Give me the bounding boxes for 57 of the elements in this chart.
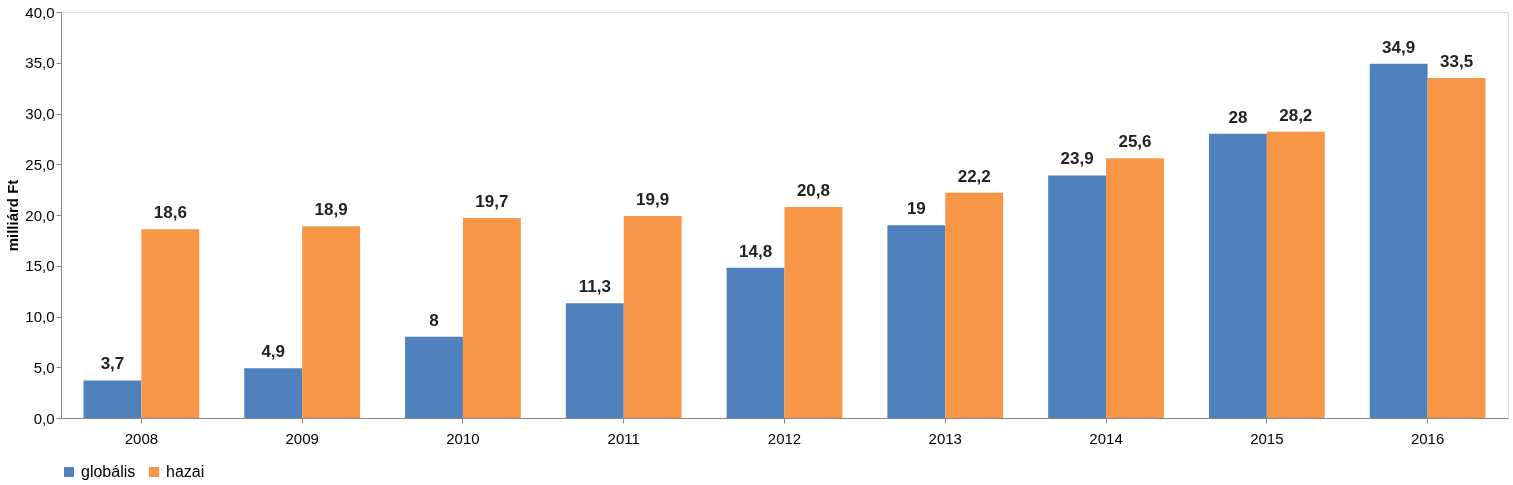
y-tick-label: 30,0 xyxy=(25,105,55,122)
y-tick-label: 40,0 xyxy=(25,3,55,21)
bar xyxy=(244,368,303,418)
data-label: 11,3 xyxy=(578,277,611,297)
bar xyxy=(623,216,682,418)
bar xyxy=(1266,131,1325,418)
bar xyxy=(1106,158,1164,418)
data-label: 34,9 xyxy=(1382,37,1416,57)
bar xyxy=(945,192,1004,418)
data-label: 19 xyxy=(906,199,926,219)
x-tick-label: 2011 xyxy=(607,429,640,447)
x-tick-label: 2015 xyxy=(1250,429,1284,447)
bar xyxy=(784,206,843,418)
data-label: 18,9 xyxy=(314,200,348,220)
data-label: 20,8 xyxy=(796,180,830,200)
bar xyxy=(726,267,785,418)
x-tick-label: 2008 xyxy=(124,429,159,447)
y-tick-label: 10,0 xyxy=(25,308,55,325)
y-tick-label: 20,0 xyxy=(25,206,55,224)
data-label: 28,2 xyxy=(1279,105,1313,125)
y-tick-label: 5,0 xyxy=(33,358,55,376)
bar xyxy=(302,226,361,418)
x-tick-label: 2010 xyxy=(446,429,480,447)
data-label: 18,6 xyxy=(153,203,187,223)
data-label: 28 xyxy=(1228,107,1248,127)
bar xyxy=(1427,77,1486,418)
bar xyxy=(887,225,946,418)
data-label: 14,8 xyxy=(739,241,773,261)
bar xyxy=(83,380,142,418)
data-label: 4,9 xyxy=(261,342,286,362)
y-tick-label: 15,0 xyxy=(25,257,55,275)
y-tick-label: 0,0 xyxy=(33,409,55,427)
data-label: 22,2 xyxy=(957,166,991,186)
y-axis-title: milliárd Ft xyxy=(4,179,22,252)
x-tick-label: 2009 xyxy=(285,429,319,447)
data-label: 33,5 xyxy=(1440,51,1474,71)
bar xyxy=(1208,133,1267,418)
bar xyxy=(405,336,463,418)
bar xyxy=(462,218,521,418)
data-label: 19,9 xyxy=(636,190,670,210)
legend-label: globális xyxy=(81,463,136,480)
x-tick-label: 2013 xyxy=(928,429,962,447)
data-label: 3,7 xyxy=(100,354,125,374)
x-tick-label: 2014 xyxy=(1089,429,1123,447)
legend-label: hazai xyxy=(166,463,205,480)
data-label: 19,7 xyxy=(475,192,509,212)
data-label: 8 xyxy=(429,310,439,330)
data-label: 25,6 xyxy=(1118,132,1152,152)
bar xyxy=(565,303,624,418)
bar xyxy=(141,229,200,418)
data-label: 23,9 xyxy=(1060,149,1094,169)
bar xyxy=(1048,175,1107,418)
x-tick-label: 2012 xyxy=(767,429,802,447)
y-tick-label: 35,0 xyxy=(25,54,55,72)
x-tick-label: 2016 xyxy=(1410,429,1445,447)
bar xyxy=(1369,63,1428,418)
y-tick-label: 25,0 xyxy=(25,155,55,173)
